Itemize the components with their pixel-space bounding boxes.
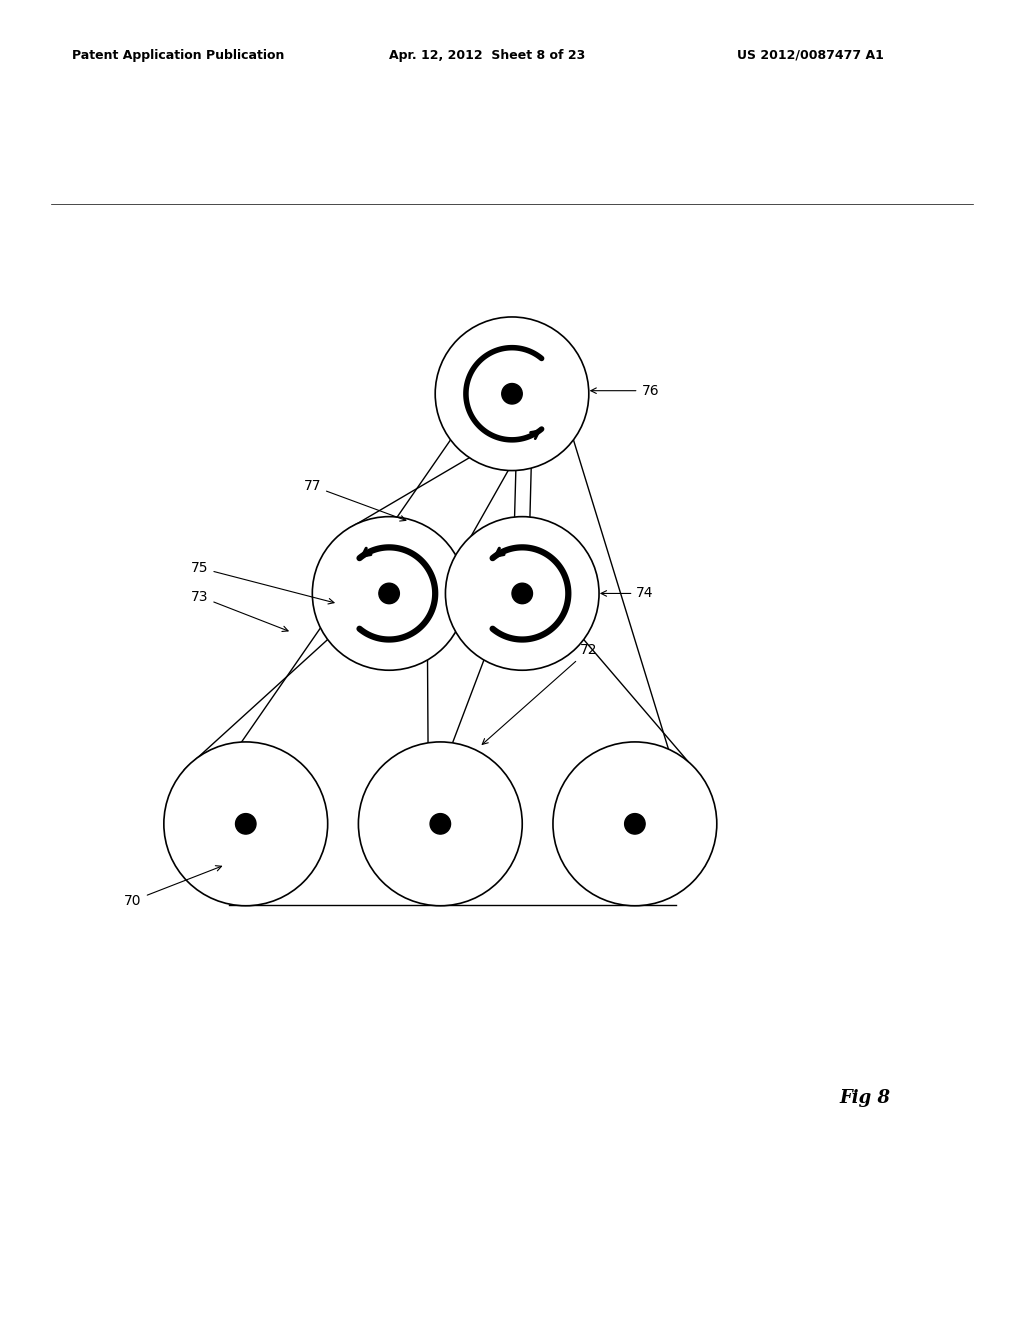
Text: 73: 73 (190, 590, 288, 631)
Circle shape (379, 583, 399, 603)
Circle shape (445, 516, 599, 671)
Circle shape (502, 384, 522, 404)
Circle shape (164, 742, 328, 906)
Text: 70: 70 (124, 866, 221, 908)
Text: Apr. 12, 2012  Sheet 8 of 23: Apr. 12, 2012 Sheet 8 of 23 (389, 49, 586, 62)
Text: 76: 76 (591, 384, 659, 397)
Circle shape (512, 583, 532, 603)
Circle shape (430, 813, 451, 834)
Circle shape (236, 813, 256, 834)
Text: US 2012/0087477 A1: US 2012/0087477 A1 (737, 49, 884, 62)
Text: 72: 72 (482, 643, 598, 744)
Text: 75: 75 (190, 561, 334, 605)
Text: Fig 8: Fig 8 (840, 1089, 891, 1107)
Circle shape (358, 742, 522, 906)
Circle shape (553, 742, 717, 906)
Text: 77: 77 (303, 479, 406, 521)
Circle shape (312, 516, 466, 671)
Text: Patent Application Publication: Patent Application Publication (72, 49, 284, 62)
Circle shape (625, 813, 645, 834)
Circle shape (435, 317, 589, 470)
Text: 74: 74 (601, 586, 654, 601)
